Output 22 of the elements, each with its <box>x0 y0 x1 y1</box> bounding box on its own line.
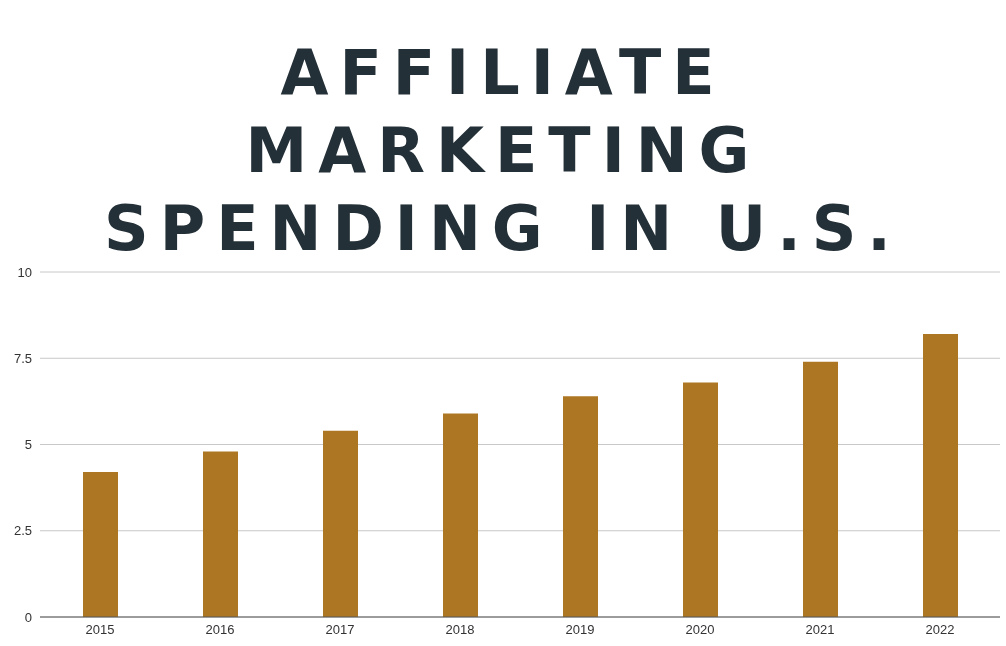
bar <box>683 382 718 617</box>
y-tick-label: 5 <box>24 437 32 453</box>
bar <box>923 334 958 617</box>
bar <box>203 451 238 617</box>
bar <box>443 413 478 617</box>
x-tick-label: 2022 <box>925 622 955 638</box>
x-tick-label: 2021 <box>805 622 835 638</box>
x-tick-label: 2019 <box>565 622 595 638</box>
x-tick-label: 2015 <box>85 622 115 638</box>
y-tick-label: 10 <box>17 264 32 280</box>
x-tick-label: 2017 <box>325 622 355 638</box>
bar <box>323 430 358 617</box>
y-tick-label: 0 <box>24 609 32 625</box>
chart-title: AFFILIATE MARKETING SPENDING IN U.S. <box>103 35 903 267</box>
bar <box>803 361 838 617</box>
x-tick-label: 2018 <box>445 622 475 638</box>
x-tick-label: 2016 <box>205 622 235 638</box>
x-tick-label: 2020 <box>685 622 715 638</box>
y-tick-label: 2.5 <box>13 523 32 539</box>
bar <box>83 472 118 617</box>
bar <box>563 396 598 617</box>
y-tick-label: 7.5 <box>13 350 32 366</box>
